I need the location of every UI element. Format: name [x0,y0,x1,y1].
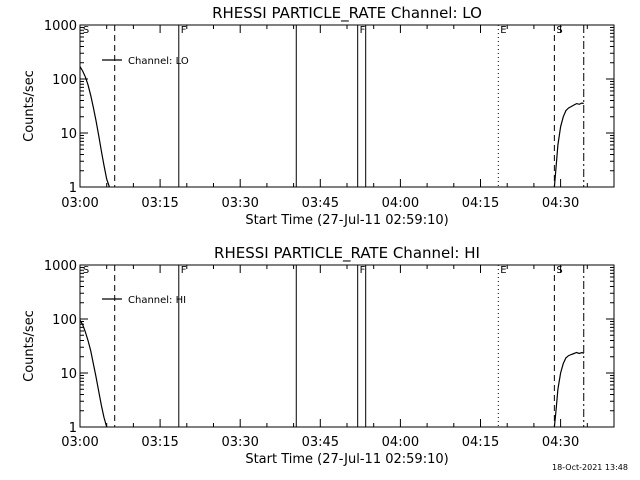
panel-2-marker-label: F [360,265,366,276]
panel-2-ytick-label: 1000 [44,259,77,274]
panel-1-series-line [553,102,584,188]
panel-1-legend-label: Channel: LO [128,56,189,67]
panel-1-title: RHESSI PARTICLE_RATE Channel: LO [212,4,482,23]
panel-1-xtick-label: 04:30 [542,196,579,211]
panel-2-marker-label: S [83,265,89,276]
panel-2-ylabel: Counts/sec [22,310,37,382]
panel-1-series-line [79,66,110,188]
panel-2-xtick-label: 03:00 [61,435,98,450]
panel-1-marker-label: F [360,25,366,36]
timestamp-footer: 18-Oct-2021 13:48 [552,463,628,472]
panel-1-marker-label: F [181,25,187,36]
panel-1-marker-label: S [556,25,562,36]
panel-2-marker-label: S [556,265,562,276]
panel-2-xtick-label: 03:45 [302,435,339,450]
panel-1-xtick-label: 03:00 [61,196,98,211]
panel-2-xlabel: Start Time (27-Jul-11 02:59:10) [245,452,448,467]
panel-2-title: RHESSI PARTICLE_RATE Channel: HI [214,244,480,263]
panel-2-xtick-label: 03:15 [141,435,178,450]
panel-2-legend-label: Channel: HI [128,295,186,306]
panel-1-marker-label: S [83,25,89,36]
panel-1-marker-label: E [500,25,506,36]
panel-1-xtick-label: 03:15 [141,196,178,211]
panel-1-plot-frame [79,24,615,188]
panel-2-ytick-label: 100 [52,313,77,328]
panel-2-xtick-label: 04:00 [382,435,419,450]
panel-2-series-line [79,319,108,428]
panel-2-xtick-label: 04:15 [462,435,499,450]
panel-2-marker-label: E [500,265,506,276]
panel-1-ytick-label: 100 [52,73,77,88]
panel-1-xlabel: Start Time (27-Jul-11 02:59:10) [245,213,448,228]
panel-1-xtick-label: 04:15 [462,196,499,211]
panel-2-xtick-label: 04:30 [542,435,579,450]
panel-2-xtick-label: 03:30 [221,435,258,450]
panel-2-series-line [553,351,585,428]
panel-2-marker-label: F [181,265,187,276]
panel-2-plot-frame [79,264,615,428]
panel-1-ylabel: Counts/sec [22,70,37,142]
panel-2-ytick-label: 1 [69,421,77,436]
panel-1-xtick-label: 03:45 [302,196,339,211]
panel-1-xtick-label: 04:00 [382,196,419,211]
panel-2-ytick-label: 10 [60,367,77,382]
panel-1-ytick-label: 1 [69,181,77,196]
panel-1-ytick-label: 1000 [44,19,77,34]
panel-1-ytick-label: 10 [60,127,77,142]
panel-1-xtick-label: 03:30 [221,196,258,211]
